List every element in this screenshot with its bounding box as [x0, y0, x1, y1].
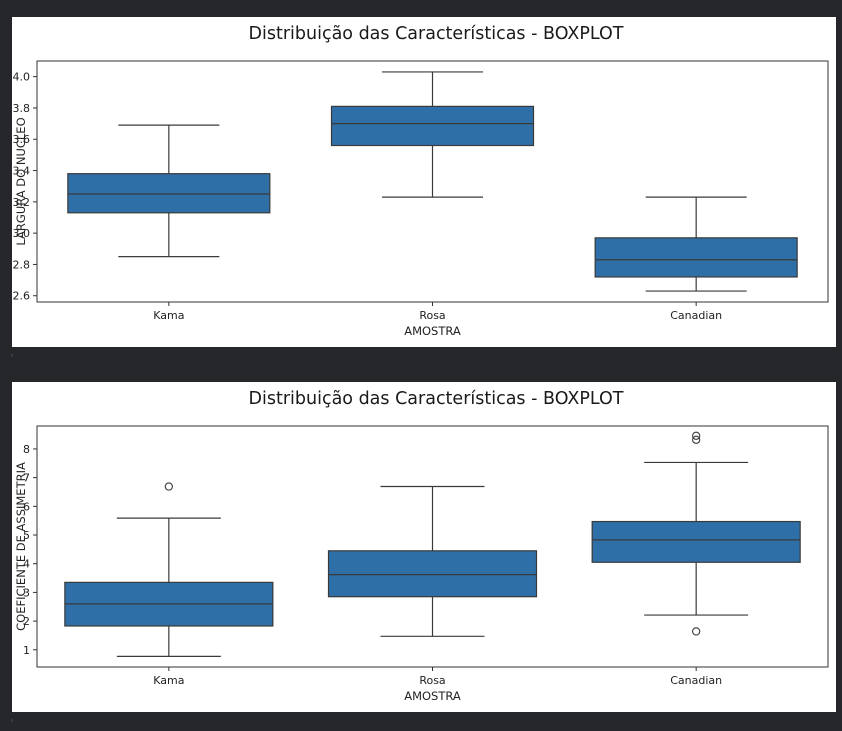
y-axis-label: COEFICIENTE DE ASSIMETRIA — [14, 462, 28, 631]
y-tick-label: 3 — [23, 586, 30, 599]
x-tick-label: Kama — [153, 309, 184, 322]
y-tick-label: 2 — [23, 615, 30, 628]
y-tick-label: 3.4 — [13, 165, 31, 178]
box-iqr — [327, 550, 538, 598]
y-axis-label: LARGURA DO NUCLEO — [14, 117, 28, 245]
y-tick-label: 3.6 — [13, 133, 31, 146]
y-tick-label: 4.0 — [13, 71, 31, 84]
x-tick-label: Kama — [153, 674, 184, 687]
y-tick-label: 3.0 — [13, 227, 31, 240]
boxplot-panel-width: Distribuição das Características - BOXPL… — [12, 17, 836, 347]
y-tick-label: 3.8 — [13, 102, 31, 115]
boxplot-panel-asymmetry: Distribuição das Características - BOXPL… — [12, 382, 836, 712]
y-tick-label: 5 — [23, 529, 30, 542]
y-tick-label: 4 — [23, 558, 30, 571]
y-tick-label: 2.8 — [13, 258, 31, 271]
chart-asymmetry-boxplot: Distribuição das Características - BOXPL… — [14, 389, 829, 703]
scroll-left-icon[interactable]: ‹ — [10, 351, 14, 361]
y-tick-label: 2.6 — [13, 290, 31, 303]
x-tick-label: Rosa — [419, 309, 445, 322]
scroll-left-icon[interactable]: ‹ — [10, 716, 14, 726]
x-tick-label: Canadian — [670, 674, 722, 687]
chart-title: Distribuição das Características - BOXPL… — [249, 389, 624, 409]
box-iqr — [594, 237, 798, 278]
outlier-point — [692, 627, 701, 636]
box-iqr — [67, 173, 271, 214]
y-tick-label: 1 — [23, 644, 30, 657]
outlier-point — [692, 431, 701, 440]
x-axis-label: AMOSTRA — [404, 324, 461, 338]
y-tick-label: 7 — [23, 472, 30, 485]
x-tick-label: Rosa — [419, 674, 445, 687]
chart-title: Distribuição das Características - BOXPL… — [249, 24, 624, 44]
y-tick-label: 6 — [23, 500, 30, 513]
chart-width-boxplot: Distribuição das Características - BOXPL… — [13, 24, 829, 338]
y-tick-label: 8 — [23, 443, 30, 456]
outlier-point — [692, 435, 701, 444]
box-iqr — [591, 520, 801, 563]
y-tick-label: 3.2 — [13, 196, 31, 209]
x-tick-label: Canadian — [670, 309, 722, 322]
outlier-point — [164, 482, 173, 491]
box-iqr — [330, 105, 535, 147]
x-axis-label: AMOSTRA — [404, 689, 461, 703]
